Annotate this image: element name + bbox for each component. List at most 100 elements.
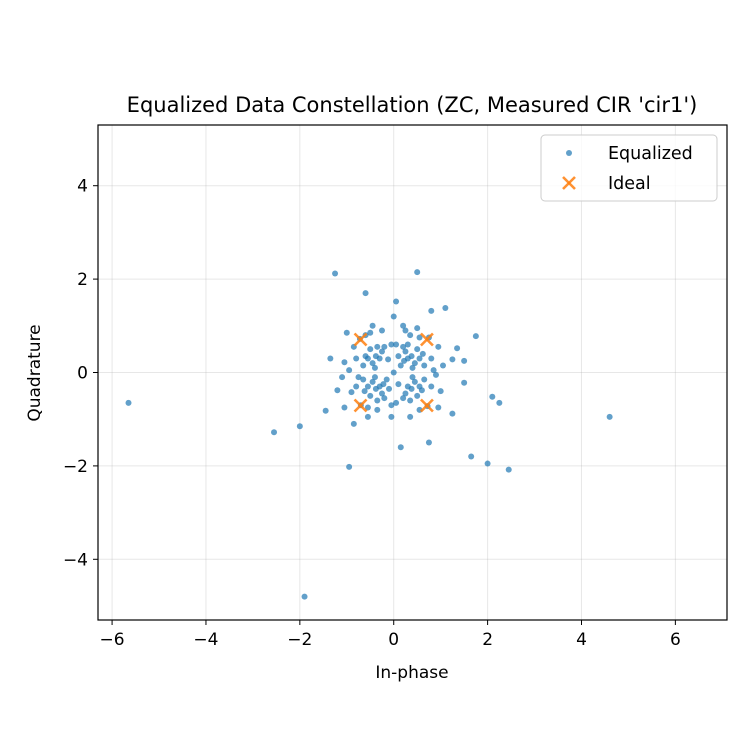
equalized-point [360,362,367,369]
y-tick-label: 4 [77,177,88,197]
equalized-point [364,404,371,411]
equalized-point [449,410,456,417]
equalized-point [367,392,374,399]
equalized-point [397,362,404,369]
equalized-point [364,355,371,362]
x-tick-label: 0 [388,630,399,650]
equalized-point [346,463,353,470]
equalized-point [360,376,367,383]
equalized-point [125,399,132,406]
equalized-point [425,439,432,446]
equalized-point [400,343,407,350]
equalized-point [395,381,402,388]
equalized-point [416,355,423,362]
equalized-point [489,393,496,400]
equalized-point [407,413,414,420]
equalized-point [416,383,423,390]
equalized-point [378,390,385,397]
y-tick-label: 2 [77,270,88,290]
equalized-point [395,353,402,360]
legend-box [540,134,718,202]
equalized-point [364,413,371,420]
equalized-point [421,362,428,369]
legend-marker-ideal [562,176,576,190]
equalized-point [393,298,400,305]
equalized-point [376,355,383,362]
equalized-point [301,593,308,600]
equalized-point [435,343,442,350]
equalized-point [414,325,421,332]
equalized-point [407,397,414,404]
equalized-point [435,404,442,411]
series-ideal [353,332,434,413]
equalized-point [369,322,376,329]
ideal-point [419,332,434,347]
equalized-point [341,404,348,411]
equalized-point [428,355,435,362]
equalized-point [339,374,346,381]
legend-label-ideal: Ideal [608,174,651,194]
equalized-point [461,379,468,386]
equalized-point [402,348,409,355]
equalized-point [414,392,421,399]
equalized-point [341,359,348,366]
equalized-point [449,356,456,363]
equalized-point [334,387,341,394]
equalized-point [367,329,374,336]
equalized-point [404,355,411,362]
equalized-point [362,290,369,297]
grid [98,125,727,620]
equalized-point [388,341,395,348]
equalized-point [404,341,411,348]
equalized-point [388,402,395,409]
equalized-point [383,376,390,383]
x-axis-label: In-phase [375,663,448,683]
equalized-point [343,329,350,336]
equalized-point [428,307,435,314]
equalized-point [381,395,388,402]
y-tick-label: −2 [63,457,88,477]
equalized-point [454,345,461,352]
equalized-point [390,369,397,376]
equalized-point [353,383,360,390]
equalized-point [397,444,404,451]
equalized-point [402,390,409,397]
equalized-point [393,399,400,406]
equalized-point [402,327,409,334]
axis-ticks: −6 −4 −2 0 2 4 6 −4 −2 0 2 4 [63,177,681,650]
x-tick-label: 4 [576,630,587,650]
equalized-point [388,413,395,420]
equalized-point [442,305,449,312]
equalized-point [367,346,374,353]
ideal-point [353,332,368,347]
equalized-point [348,389,355,396]
equalized-point [496,399,503,406]
equalized-point [407,332,414,339]
equalized-point [440,362,447,369]
equalized-point [376,383,383,390]
equalized-point [322,407,329,414]
equalized-point [361,388,368,395]
equalized-point [271,429,278,436]
equalized-point [353,355,360,362]
equalized-point [369,360,376,367]
y-tick-label: 0 [77,364,88,384]
data-points [125,269,613,600]
equalized-point [386,385,393,392]
equalized-point [409,364,416,371]
equalized-point [369,378,376,385]
equalized-point [400,395,407,402]
equalized-point [505,466,512,473]
equalized-point [355,374,362,381]
x-tick-label: −6 [100,630,125,650]
equalized-point [414,346,421,353]
legend: Equalized Ideal [540,134,718,202]
equalized-point [461,357,468,364]
legend-marker-equalized [566,150,572,156]
equalized-point [404,383,411,390]
equalized-point [432,371,439,378]
equalized-point [371,364,378,371]
equalized-point [390,313,397,320]
